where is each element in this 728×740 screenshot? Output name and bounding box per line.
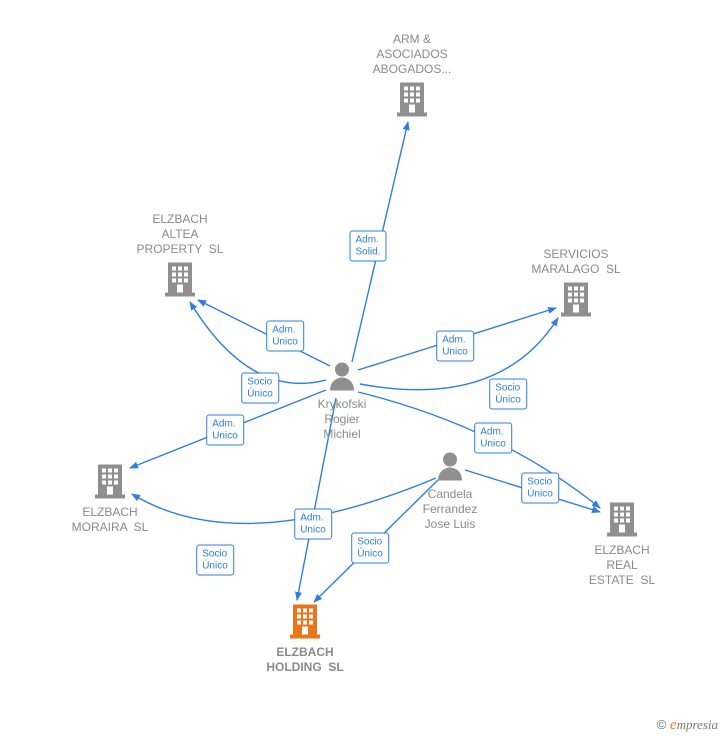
person-icon xyxy=(436,451,464,481)
company-node xyxy=(163,259,197,302)
edge xyxy=(297,398,336,600)
edge xyxy=(465,470,600,512)
building-icon xyxy=(605,499,639,537)
person-icon xyxy=(328,361,356,391)
person-node xyxy=(328,361,356,396)
edge xyxy=(132,478,436,523)
person-node xyxy=(436,451,464,486)
building-icon xyxy=(163,259,197,297)
edge xyxy=(358,392,600,508)
building-icon xyxy=(559,279,593,317)
edge xyxy=(360,318,558,390)
copyright-symbol: © xyxy=(657,717,667,732)
company-node xyxy=(288,601,322,644)
edge xyxy=(352,122,408,362)
company-node xyxy=(605,499,639,542)
company-node xyxy=(559,279,593,322)
brand-name: empresia xyxy=(670,717,718,732)
building-icon xyxy=(93,461,127,499)
copyright-label: © empresia xyxy=(657,717,718,734)
edge xyxy=(198,300,330,366)
building-icon xyxy=(395,79,429,117)
edge xyxy=(130,390,326,468)
edge xyxy=(358,308,556,370)
edge xyxy=(190,302,326,383)
diagram-canvas xyxy=(0,0,728,740)
building-icon xyxy=(288,601,322,639)
company-node xyxy=(395,79,429,122)
edge xyxy=(314,480,438,602)
company-node xyxy=(93,461,127,504)
